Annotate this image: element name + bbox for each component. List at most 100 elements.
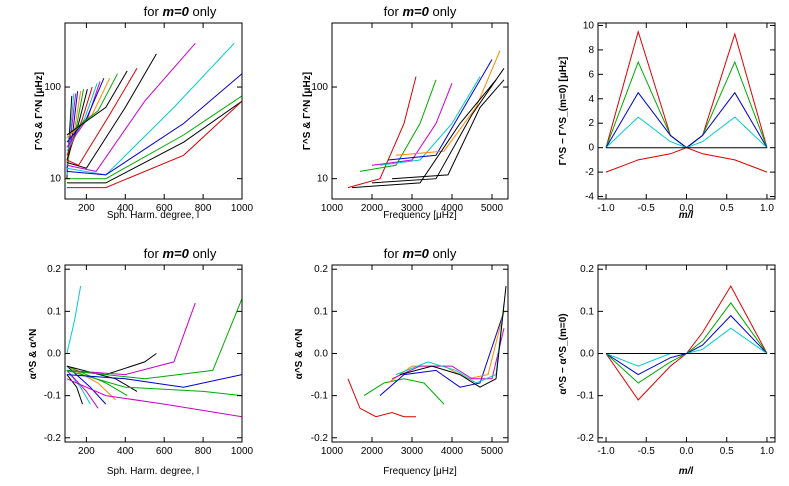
- panel-4-xtick-label: 800: [195, 446, 212, 457]
- panel-3-xtick-label: 0.5: [720, 203, 734, 214]
- panel-1-series-black-15: [66, 53, 157, 169]
- panel-6-ytick-label: 0.0: [580, 349, 594, 360]
- panel-4-xtick-label: 200: [78, 446, 95, 457]
- panel-3-xtick-label: -0.5: [638, 203, 656, 214]
- panel-5-xtick-label: 4000: [441, 446, 464, 457]
- panel-4-ytick-label: 0.0: [47, 349, 61, 360]
- panel-2-series-green-1: [359, 79, 437, 172]
- panel-2: for m=0 only 1000 2000 3000 4000 5000 10 100 F…: [302, 4, 509, 221]
- panel-3-series-group: [605, 29, 768, 173]
- panel-6-ytick-label: 0.1: [580, 306, 594, 317]
- panel-4-series-blue-9: [66, 374, 242, 388]
- panel-5-ytick-label: 0.2: [314, 264, 328, 275]
- panel-2-frame: [331, 22, 509, 200]
- panel-4-ytick-label: -0.1: [44, 391, 62, 402]
- panel-6-xtick-label: 1.0: [760, 446, 774, 457]
- panel-3-xtick-label: -1.0: [597, 203, 615, 214]
- panel-6-ylabel: α^S − α^S_(m=0): [558, 313, 569, 394]
- panel-2-series-orange-5: [395, 50, 501, 156]
- panel-1-series-blue-18: [66, 73, 242, 176]
- panel-2-xtick-label: 1000: [321, 203, 344, 214]
- panel-1-series-blue-10: [66, 78, 105, 143]
- panel-2-ylabel: Γ^S & Γ^N [μHz]: [302, 72, 313, 150]
- panel-1-ylabel: Γ^S & Γ^N [μHz]: [34, 72, 45, 150]
- panel-4-series-magenta-7: [66, 378, 242, 418]
- panel-6-plot: -1.0 -0.5 0.0 0.5 1.0 -0.2 -0.1 0.0 0.1 0.2: [577, 264, 776, 457]
- panel-2-series-group: [347, 50, 505, 189]
- panel-5-series-blue-2: [379, 311, 505, 396]
- panel-6-series-cyan-4: [605, 327, 768, 367]
- panel-5-title: for m=0 only: [384, 246, 457, 261]
- panel-1-series-orange-11: [66, 77, 111, 139]
- panel-6-series-group: [605, 285, 768, 401]
- title-m-symbol: m=0: [402, 4, 429, 19]
- panel-2-series-black-7: [371, 68, 505, 184]
- panel-3-ylabel: Γ^S − Γ^S_(m=0) [μHz]: [558, 57, 569, 166]
- panel-1-xtick-label: 800: [195, 203, 212, 214]
- panel-6-series-blue-3: [605, 314, 768, 376]
- panel-1-series-black-13: [66, 70, 128, 136]
- panel-3-ytick-label: -4: [585, 192, 594, 203]
- panel-6-series-green-2: [605, 302, 768, 384]
- panel-4-xtick-label: 400: [117, 446, 134, 457]
- panel-5-xlabel: Frequency [μHz]: [383, 466, 457, 477]
- panel-3-series-red-0: [605, 29, 768, 149]
- panel-4-series-group: [66, 286, 242, 418]
- panel-3-xtick-label: 0.0: [680, 203, 694, 214]
- panel-1-series-black-6: [66, 88, 88, 161]
- panel-2-xtick-label: 3000: [401, 203, 424, 214]
- panel-5-xtick-label: 3000: [401, 446, 424, 457]
- panel-3-ytick-label: 0: [588, 143, 594, 154]
- panel-4-plot: 200 400 600 800 1000 -0.2 -0.1 0.0 0.1 0.2: [44, 264, 254, 457]
- panel-3-plot: -1.0 -0.5 0.0 0.5 1.0 -4 -2 0 2 4 6 8 10: [583, 20, 776, 214]
- panel-5-series-magenta-4: [391, 328, 505, 380]
- panel-5-plot: 1000 2000 3000 4000 5000 -0.2 -0.1 0.0 0.1 0.2: [311, 264, 509, 457]
- panel-4-xtick-label: 1000: [231, 446, 254, 457]
- panel-3-ytick-label: 8: [588, 45, 594, 56]
- panel-1-xtick-label: 200: [78, 203, 95, 214]
- panel-3-ytick-label: -2: [585, 167, 594, 178]
- panel-6-xlabel: m/l: [679, 466, 694, 477]
- panel-1-series-red-21: [66, 100, 242, 189]
- panel-4-ytick-label: 0.1: [47, 306, 61, 317]
- panel-1-xtick-label: 600: [156, 203, 173, 214]
- panel-6-ytick-label: -0.1: [577, 391, 595, 402]
- panel-2-ytick-label: 10: [317, 174, 329, 185]
- panel-1-frame: [64, 22, 243, 200]
- panel-2-xtick-label: 4000: [441, 203, 464, 214]
- panel-1-ytick-label: 100: [44, 82, 61, 93]
- panel-5-series-orange-3: [387, 311, 505, 384]
- panel-2-plot: 1000 2000 3000 4000 5000 10 100: [311, 22, 509, 214]
- panel-6-xtick-label: 0.5: [720, 446, 734, 457]
- panel-1-series-group: [66, 42, 242, 189]
- panel-1-series-green-19: [66, 95, 242, 180]
- panel-1-series-magenta-16: [66, 42, 196, 172]
- panel-1-series-black-20: [66, 100, 242, 184]
- panel-3-ytick-label: 10: [583, 20, 595, 31]
- panel-1-series-red-14: [66, 68, 138, 166]
- panel-4-xtick-label: 600: [156, 446, 173, 457]
- panel-5-ytick-label: -0.2: [311, 433, 329, 444]
- panel-5-xtick-label: 1000: [321, 446, 344, 457]
- panel-5-frame: [331, 264, 509, 443]
- panel-4-series-cyan-13: [66, 286, 82, 354]
- panel-1-xtick-label: 400: [117, 203, 134, 214]
- panel-2-xtick-label: 2000: [361, 203, 384, 214]
- panel-5-ylabel: α^S & α^N: [294, 329, 305, 380]
- panel-3-series-red-low-4: [605, 147, 768, 173]
- panel-6-ytick-label: 0.2: [580, 264, 594, 275]
- title-m-symbol: m=0: [162, 246, 189, 261]
- panel-6: -1.0 -0.5 0.0 0.5 1.0 -0.2 -0.1 0.0 0.1 0.2 m/l α…: [558, 264, 776, 477]
- panel-4-series-black-0: [66, 374, 83, 405]
- panel-5-xtick-label: 2000: [361, 446, 384, 457]
- panel-6-xtick-label: 0.0: [680, 446, 694, 457]
- panel-1-title: for m=0 only: [144, 4, 217, 19]
- panel-4-title: for m=0 only: [144, 246, 217, 261]
- panel-1: for m=0 only 200 400 600 800 1000 10 100 Sph. …: [34, 4, 254, 221]
- panel-4-frame: [64, 264, 243, 443]
- panel-6-series-red-low-0: [605, 353, 687, 401]
- panel-2-series-black-6: [351, 79, 497, 189]
- panel-4-series-magenta-11: [66, 302, 196, 376]
- panel-4-xlabel: Sph. Harm. degree, l: [107, 466, 199, 477]
- panel-2-series-black-8: [391, 79, 505, 180]
